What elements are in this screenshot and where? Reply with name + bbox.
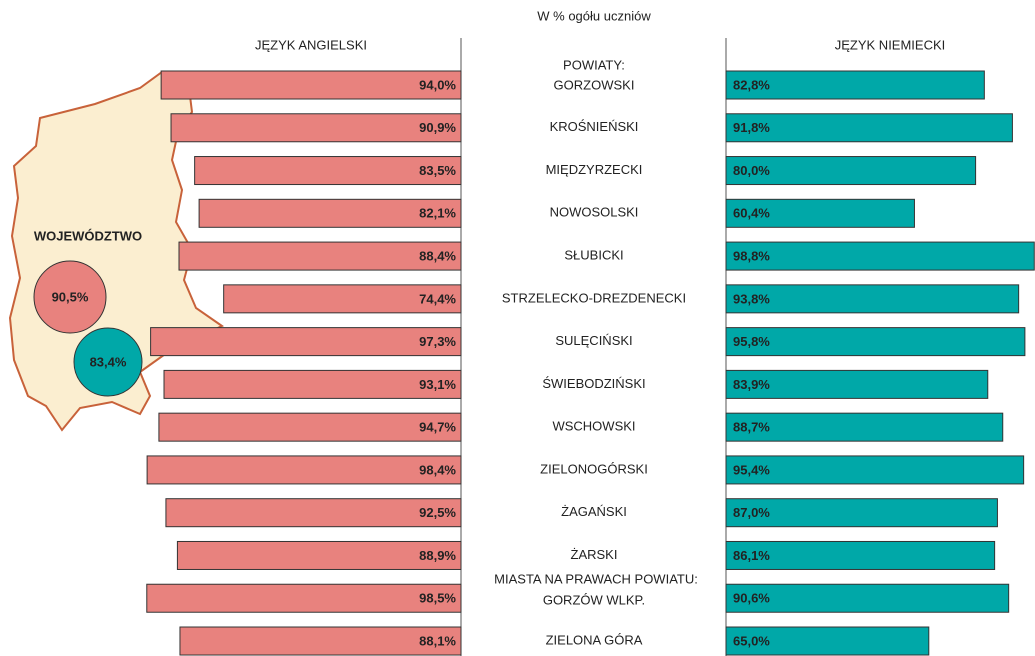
value-label: 87,0% <box>733 505 770 520</box>
value-label: 74,4% <box>419 291 456 306</box>
group-label: MIASTA NA PRAWACH POWIATU: <box>494 571 698 586</box>
value-label: 83,5% <box>419 163 456 178</box>
category-label: WSCHOWSKI <box>552 419 635 434</box>
series-header: JĘZYK ANGIELSKI <box>255 37 367 52</box>
value-label: 94,0% <box>419 77 456 92</box>
value-label: 88,4% <box>419 249 456 264</box>
inset-circle <box>33 260 107 334</box>
value-label: 90,9% <box>419 120 456 135</box>
category-label: ŻAGAŃSKI <box>561 504 627 519</box>
bar <box>725 583 1010 613</box>
value-label: 90,6% <box>733 591 770 606</box>
bar <box>725 70 985 100</box>
value-label: 98,5% <box>419 591 456 606</box>
category-label: KROŚNIEŃSKI <box>550 119 639 134</box>
value-label: 92,5% <box>419 505 456 520</box>
bar <box>725 198 915 228</box>
group-label: POWIATY: <box>563 57 625 72</box>
chart-title: W % ogółu uczniów <box>537 8 651 23</box>
value-label: 65,0% <box>733 633 770 648</box>
bar <box>725 412 1004 442</box>
category-label: SULĘCIŃSKI <box>555 333 632 348</box>
value-label: 93,1% <box>419 377 456 392</box>
category-label: ŻARSKI <box>571 547 618 562</box>
bar <box>198 198 462 228</box>
value-label: 93,8% <box>733 291 770 306</box>
bar <box>170 113 462 143</box>
category-label: ŚWIEBODZIŃSKI <box>542 376 645 391</box>
value-label: 97,3% <box>419 334 456 349</box>
category-label: GORZOWSKI <box>554 77 635 92</box>
category-label: ZIELONA GÓRA <box>546 632 643 647</box>
value-label: 88,1% <box>419 633 456 648</box>
inset-value-label: 83,4% <box>90 354 127 369</box>
value-label: 82,8% <box>733 77 770 92</box>
value-label: 98,8% <box>733 249 770 264</box>
value-label: 91,8% <box>733 120 770 135</box>
bar <box>725 369 989 399</box>
value-label: 95,8% <box>733 334 770 349</box>
value-label: 80,0% <box>733 163 770 178</box>
category-label: SŁUBICKI <box>564 248 623 263</box>
bar <box>725 156 977 186</box>
inset-value-label: 90,5% <box>52 289 89 304</box>
value-label: 86,1% <box>733 548 770 563</box>
bar <box>178 241 462 271</box>
value-label: 88,7% <box>733 420 770 435</box>
bar <box>725 327 1026 357</box>
bar <box>725 113 1013 143</box>
bar <box>176 540 462 570</box>
inset-label: WOJEWÓDZTWO <box>34 228 142 243</box>
bar <box>194 156 462 186</box>
series-header: JĘZYK NIEMIECKI <box>835 37 946 52</box>
bar <box>158 412 462 442</box>
bar <box>165 498 462 528</box>
bar <box>725 498 998 528</box>
bar <box>163 369 462 399</box>
bar <box>150 327 462 357</box>
value-label: 88,9% <box>419 548 456 563</box>
bar <box>146 583 462 613</box>
bar <box>725 284 1020 314</box>
value-label: 60,4% <box>733 206 770 221</box>
category-label: NOWOSOLSKI <box>550 205 639 220</box>
bar <box>146 455 462 485</box>
value-label: 98,4% <box>419 462 456 477</box>
value-label: 83,9% <box>733 377 770 392</box>
bar <box>725 455 1025 485</box>
bar <box>223 284 462 314</box>
bar <box>179 626 462 656</box>
value-label: 82,1% <box>419 206 456 221</box>
value-label: 95,4% <box>733 462 770 477</box>
bar <box>725 540 996 570</box>
bar <box>725 241 1035 271</box>
value-label: 94,7% <box>419 420 456 435</box>
category-label: STRZELECKO-DREZDENECKI <box>502 290 686 305</box>
inset-circle <box>73 327 143 397</box>
category-label: GORZÓW WLKP. <box>543 593 645 608</box>
bar <box>725 626 930 656</box>
category-label: ZIELONOGÓRSKI <box>540 461 648 476</box>
category-label: MIĘDZYRZECKI <box>546 162 643 177</box>
bar <box>160 70 462 100</box>
